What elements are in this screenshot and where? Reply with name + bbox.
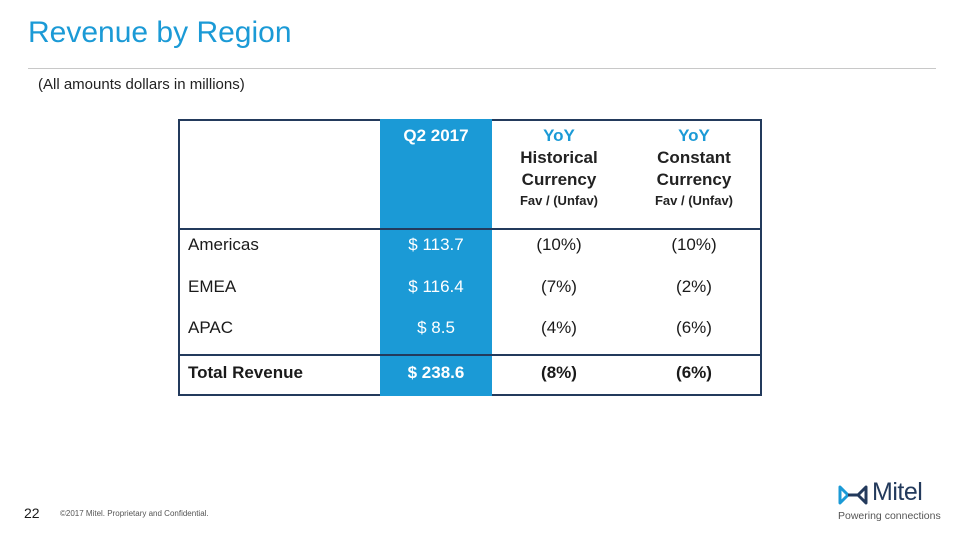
header-hist-accent: YoY [543, 126, 575, 145]
header-hist-line1: Historical [520, 148, 598, 167]
cell-region: Total Revenue [188, 363, 303, 382]
cell-region: EMEA [188, 277, 237, 296]
table-row-total: Total Revenue $ 238.6 (8%) (6%) [180, 359, 760, 389]
cell-q2: $ 238.6 [407, 363, 465, 382]
mitel-logo-mark-icon [838, 485, 868, 505]
header-const-line1: Constant [657, 148, 731, 167]
header-hist-line2: Currency [521, 170, 597, 189]
total-divider [178, 354, 762, 356]
header-const-accent: YoY [678, 126, 710, 145]
logo-wordmark: Mitel [872, 478, 923, 506]
cell-q2: $ 116.4 [408, 277, 464, 296]
cell-historical: (4%) [541, 318, 577, 337]
header-yoy-constant: YoY Constant Currency Fav / (Unfav) [632, 125, 756, 211]
q2-column-highlight [380, 119, 492, 396]
title-divider [28, 68, 936, 69]
cell-constant: (10%) [671, 235, 717, 254]
table-row-apac: APAC $ 8.5 (4%) (6%) [180, 314, 760, 344]
cell-constant: (2%) [676, 277, 712, 296]
subtitle: (All amounts dollars in millions) [38, 76, 245, 93]
logo-tagline: Powering connections [838, 510, 941, 522]
header-yoy-historical: YoY Historical Currency Fav / (Unfav) [498, 125, 620, 211]
slide-title: Revenue by Region [28, 16, 292, 49]
cell-region: APAC [188, 318, 234, 337]
header-const-line2: Currency [656, 170, 732, 189]
header-const-sub: Fav / (Unfav) [654, 193, 733, 208]
cell-constant: (6%) [676, 318, 712, 337]
header-hist-sub: Fav / (Unfav) [519, 193, 598, 208]
header-q2-2017: Q2 2017 [380, 125, 492, 147]
table-row-americas: Americas $ 113.7 (10%) (10%) [180, 231, 760, 261]
mitel-logo: Mitel Powering connections [838, 478, 942, 524]
copyright-notice: ©2017 Mitel. Proprietary and Confidentia… [60, 509, 209, 518]
page-number: 22 [24, 505, 40, 521]
revenue-table: Q2 2017 YoY Historical Currency Fav / (U… [178, 119, 762, 396]
cell-historical: (10%) [536, 235, 582, 254]
cell-q2: $ 8.5 [417, 318, 455, 337]
cell-historical: (8%) [541, 363, 577, 382]
cell-constant: (6%) [676, 363, 712, 382]
cell-historical: (7%) [541, 277, 577, 296]
table-row-emea: EMEA $ 116.4 (7%) (2%) [180, 273, 760, 303]
header-q2-label: Q2 2017 [403, 126, 469, 145]
cell-region: Americas [188, 235, 259, 254]
cell-q2: $ 113.7 [408, 235, 464, 254]
header-divider [178, 228, 762, 230]
